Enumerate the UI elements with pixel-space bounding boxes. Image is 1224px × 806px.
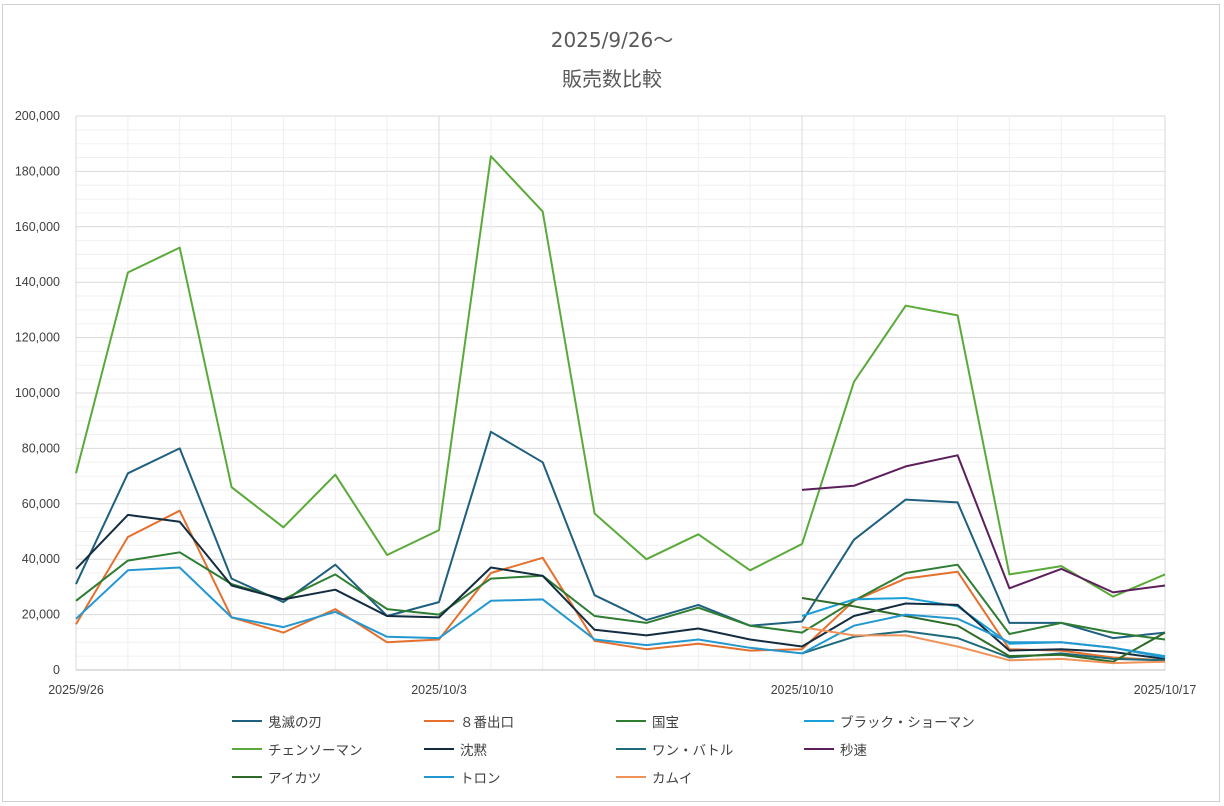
series-line <box>75 513 1166 660</box>
series-line <box>801 454 1166 594</box>
axes: 0 20,000 40,000 60,000 80,000 100,000 120,000 1… <box>15 109 1197 697</box>
legend-label: トロン <box>460 771 501 787</box>
chart-frame <box>2 4 1220 802</box>
legend-item: トロン <box>424 766 501 788</box>
legend-label: 鬼滅の刃 <box>268 715 322 731</box>
legend-label: チェンソーマン <box>268 743 363 759</box>
chart-subtitle: 販売数比較 <box>562 67 662 91</box>
series-line-segment <box>75 509 1166 662</box>
x-tick-label: 2025/10/3 <box>411 683 467 697</box>
legend-label: 秒速 <box>840 743 867 759</box>
legend-label: ワン・バトル <box>652 743 734 759</box>
series-line <box>75 430 1166 640</box>
legend-label: 沈黙 <box>460 743 487 759</box>
series-line-segment <box>75 155 1166 598</box>
series-line-segment <box>75 430 1166 640</box>
legend-swatch <box>232 720 262 722</box>
chart-title: 2025/9/26〜 <box>550 28 674 52</box>
legend-swatch <box>232 776 262 778</box>
legend-swatch <box>424 748 454 750</box>
series-line-segment <box>801 626 1166 665</box>
x-tick-label: 2025/9/26 <box>48 683 104 697</box>
x-tick-label: 2025/10/10 <box>771 683 834 697</box>
legend-item: カムイ <box>616 766 693 788</box>
y-tick-label: 160,000 <box>15 220 60 234</box>
legend-swatch <box>616 748 646 750</box>
legend-swatch <box>424 720 454 722</box>
series-line-segment <box>75 551 1166 641</box>
y-tick-label: 80,000 <box>22 441 60 455</box>
series-line-segment <box>75 566 1166 659</box>
y-tick-label: 200,000 <box>15 109 60 123</box>
legend-item: 秒速 <box>804 738 867 760</box>
legend-swatch <box>616 720 646 722</box>
legend-swatch <box>804 748 834 750</box>
legend-item: 国宝 <box>616 710 679 732</box>
legend-swatch <box>232 748 262 750</box>
x-tick-label: 2025/10/17 <box>1134 683 1197 697</box>
series-line <box>801 626 1166 665</box>
legend-item: 沈黙 <box>424 738 487 760</box>
series-line <box>801 597 1166 663</box>
y-tick-label: 40,000 <box>22 552 60 566</box>
series-line-segment <box>801 597 1166 663</box>
series-line <box>75 551 1166 641</box>
y-tick-label: 140,000 <box>15 275 60 289</box>
legend-swatch <box>424 776 454 778</box>
legend-swatch <box>616 776 646 778</box>
legend-label: アイカツ <box>268 771 322 787</box>
legend-label: ブラック・ショーマン <box>840 715 975 731</box>
series-line-segment <box>801 454 1166 594</box>
y-tick-label: 60,000 <box>22 497 60 511</box>
series-line <box>75 566 1166 659</box>
legend-item: ブラック・ショーマン <box>804 710 975 732</box>
series-lines <box>75 155 1166 665</box>
legend-item: チェンソーマン <box>232 738 363 760</box>
series-line <box>75 509 1166 662</box>
legend-label: ８番出口 <box>460 715 514 731</box>
y-tick-label: 180,000 <box>15 164 60 178</box>
series-line-segment <box>75 513 1166 660</box>
y-tick-label: 20,000 <box>22 608 60 622</box>
y-tick-label: 100,000 <box>15 386 60 400</box>
legend-item: アイカツ <box>232 766 321 788</box>
legend-item: 鬼滅の刃 <box>232 710 322 732</box>
y-tick-label: 120,000 <box>15 331 60 345</box>
legend-swatch <box>804 720 834 722</box>
legend-label: 国宝 <box>652 715 679 731</box>
legend-label: カムイ <box>652 771 693 787</box>
legend-item: ワン・バトル <box>616 738 733 760</box>
series-line <box>75 155 1166 598</box>
legend-item: ８番出口 <box>424 710 514 732</box>
y-tick-label: 0 <box>53 663 60 677</box>
